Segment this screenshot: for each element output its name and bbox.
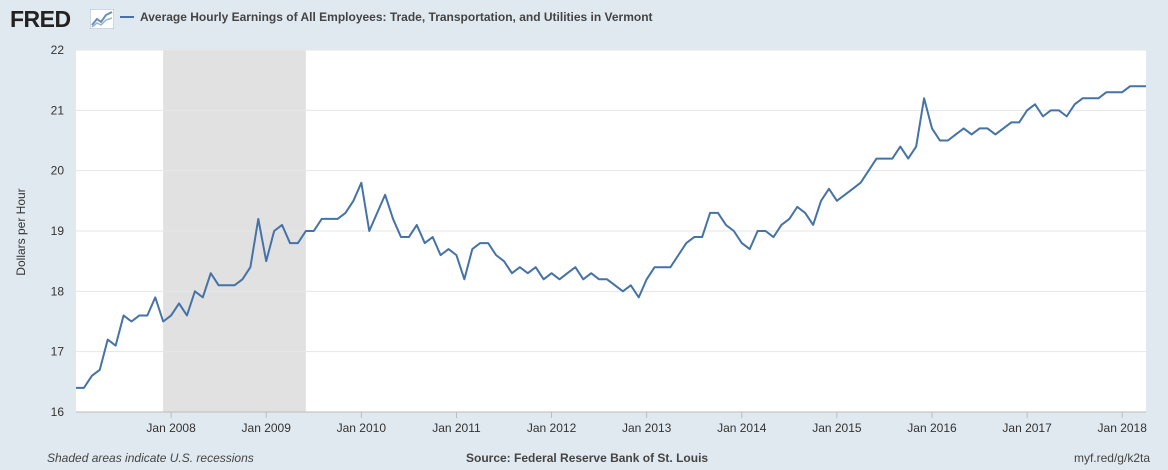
source-label: Source: Federal Reserve Bank of St. Loui… [466,451,709,465]
y-tick-label: 18 [51,284,65,298]
fred-trend-line-icon [90,9,114,29]
series-line [76,85,1146,389]
chart-header: FRED Average Hourly Earnings of All Empl… [0,0,1168,40]
y-tick-label: 20 [51,164,65,178]
x-tick-label: Jan 2012 [527,421,577,435]
x-tick-label: Jan 2014 [717,421,767,435]
line-chart[interactable]: 16 17 18 19 20 21 22 Jan 2008 Jan 2009 Jan 2010 Ja… [0,40,1168,451]
y-tick-label: 16 [51,405,65,419]
y-axis-label: Dollars per Hour [14,188,28,275]
x-tick-label: Jan 2011 [432,421,481,435]
legend-label: Average Hourly Earnings of All Employees… [140,10,653,24]
x-tick-label: Jan 2018 [1098,421,1148,435]
x-tick-label: Jan 2009 [242,421,292,435]
x-tick-label: Jan 2013 [622,421,672,435]
x-tick-label: Jan 2017 [1002,421,1052,435]
y-tick-label: 21 [51,103,65,117]
legend-swatch [120,16,134,18]
x-tick-label: Jan 2010 [337,421,387,435]
y-tick-label: 19 [51,224,65,238]
x-tick-label: Jan 2015 [812,421,862,435]
y-tick-label: 22 [51,43,65,57]
x-tick-label: Jan 2016 [907,421,957,435]
chart-footer: Shaded areas indicate U.S. recessions So… [0,451,1168,470]
x-tick-label: Jan 2008 [146,421,196,435]
chart-legend[interactable]: Average Hourly Earnings of All Employees… [120,10,653,24]
y-tick-label: 17 [51,345,65,359]
recession-note: Shaded areas indicate U.S. recessions [47,451,254,465]
share-link[interactable]: myf.red/g/k2ta [1073,451,1150,465]
fred-logo[interactable]: FRED [10,6,71,32]
